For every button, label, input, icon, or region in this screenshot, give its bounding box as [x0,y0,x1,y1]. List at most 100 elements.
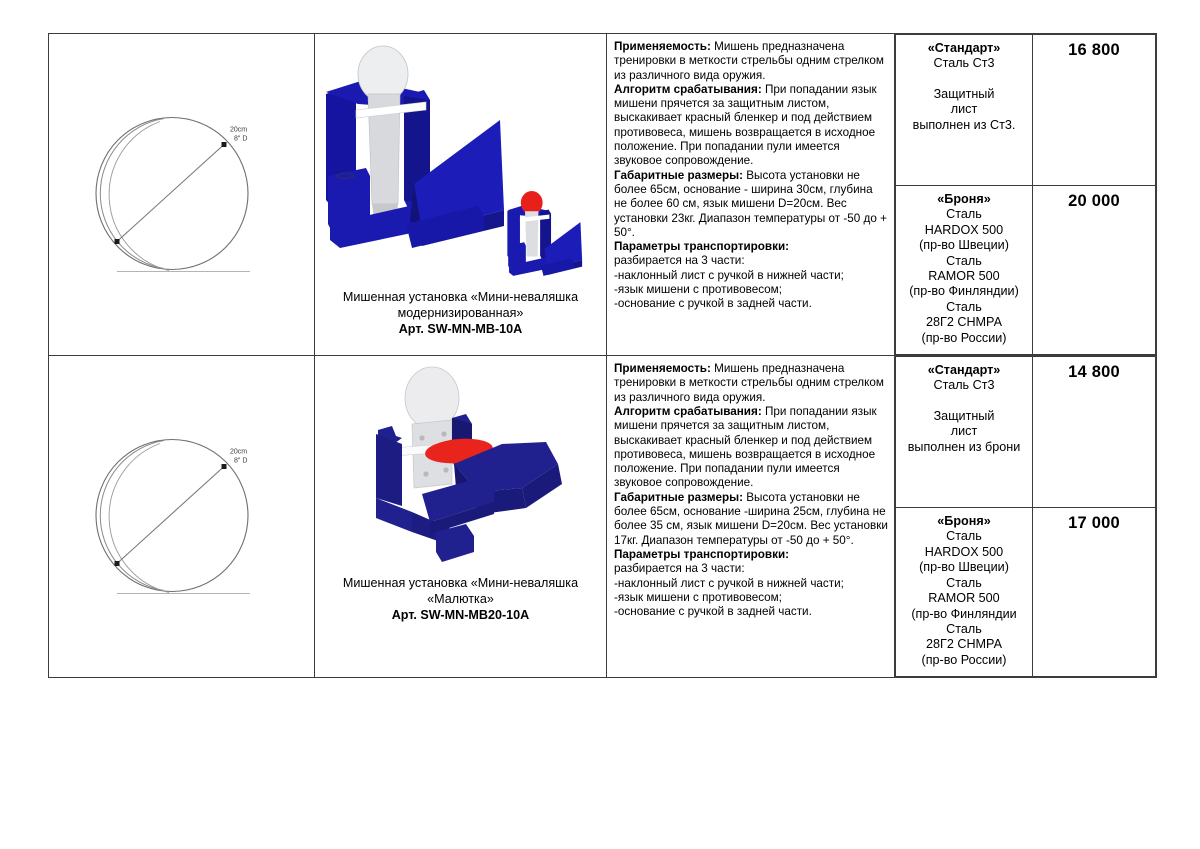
dimensions-label: Габаритные размеры: [614,490,743,504]
algorithm-text: При попадании язык мишени прячется за за… [614,82,877,168]
variant-price: 16 800 [1068,41,1120,59]
caption-article: Арт. SW-MN-MB20-10A [391,608,530,623]
variant-note-line: Защитный [933,86,995,101]
product-render-canvas [315,34,606,286]
spacer [900,72,1028,87]
variant-material: «Стандарт» Сталь Ст3 Защитный лист выпол… [896,35,1032,141]
variant-line: 28Г2 СНМРА [926,637,1002,652]
variant-material: «Броня» Сталь HARDOX 500 (пр-во Швеции) … [896,186,1032,354]
drawing-canvas: 20cm 8" D [49,356,314,676]
applicability-label: Применяемость: [614,362,711,376]
description-cell: Применяемость: Мишень предназначена трен… [606,32,895,357]
variant-line: Сталь [946,299,982,314]
transport-item: -наклонный лист с ручкой в нижней части; [614,576,844,590]
applicability-text: Мишень предназначена тренировки в меткос… [614,40,884,82]
variant-line: HARDOX 500 [924,222,1004,237]
caption-article: Арт. SW-MN-MB-10A [398,322,523,336]
algorithm-paragraph: Алгоритм срабатывания: При попадании язы… [614,83,888,169]
variant-price: 14 800 [1068,363,1120,382]
product-caption: Мишенная установка «Мини-неваляшка «Малю… [315,572,606,634]
transport-item: -основание с ручкой в задней части. [614,605,812,619]
drawing-label-metric: 20cm [230,449,247,456]
applicability-label: Применяемость: [614,40,711,53]
caption-line-1: Мишенная установка «Мини-неваляшка [342,576,579,591]
variant-line: Сталь [946,207,982,222]
variant-line: (пр-во Финляндии [911,606,1017,621]
target-installation-render-icon [325,45,582,276]
variant-material-cell: «Стандарт» Сталь Ст3 Защитный лист выпол… [895,356,1033,509]
variant-line: (пр-во Швеции) [919,560,1009,575]
product-render-cell: Мишенная установка «Мини-неваляшка «Малю… [314,355,607,679]
table-row: 20cm 8" D [48,32,1157,357]
variant-line: Сталь [946,575,982,590]
variant-row-armor: «Броня» Сталь HARDOX 500 (пр-во Швеции) … [895,184,1156,356]
transport-item: -язык мишени с противовесом; [614,590,782,604]
transport-label: Параметры транспортировки: [614,548,888,562]
variant-line: RAMOR 500 [928,269,1000,284]
variants-table: «Стандарт» Сталь Ст3 Защитный лист выпол… [895,34,1156,356]
algorithm-paragraph: Алгоритм срабатывания: При попадании язы… [614,405,888,491]
variant-material: «Броня» Сталь HARDOX 500 (пр-во Швеции) … [896,508,1032,676]
variant-title: «Броня» [937,514,991,529]
target-installation-render-icon [375,366,562,563]
drawing-label-metric: 20cm [230,127,247,134]
variant-note-line: выполнен из Ст3. [912,117,1016,132]
caption-line-2: «Малютка» [427,591,494,606]
applicability-text: Мишень предназначена тренировки в меткос… [614,362,884,404]
transport-item: -наклонный лист с ручкой в нижней части; [614,268,844,282]
algorithm-label: Алгоритм срабатывания: [614,404,762,418]
variant-price-cell: 14 800 [1032,356,1156,509]
dimensions-paragraph: Габаритные размеры: Высота установки не … [614,169,888,240]
caption-line-1: Мишенная установка «Мини-неваляшка [342,290,579,304]
variant-line: (пр-во России) [921,330,1007,345]
variants-cell: «Стандарт» Сталь Ст3 Защитный лист выпол… [894,355,1157,679]
variant-price-cell: 20 000 [1032,184,1156,356]
dimensions-text: Высота установки не более 65см, основани… [614,168,887,239]
variant-line: Сталь [946,529,982,544]
variant-price: 20 000 [1068,192,1120,210]
product-render-canvas [315,356,606,572]
variants-table: «Стандарт» Сталь Ст3 Защитный лист выпол… [895,356,1156,678]
transport-label: Параметры транспортировки: [614,240,888,254]
variant-price-cell: 16 800 [1032,34,1156,186]
transport-label-text: Параметры транспортировки: [614,240,790,254]
product-render-cell: Мишенная установка «Мини-неваляшка модер… [314,32,607,357]
dimensions-paragraph: Габаритные размеры: Высота установки не … [614,491,888,548]
variant-line: (пр-во России) [921,652,1007,667]
variant-line: HARDOX 500 [924,544,1004,559]
dimensions-text: Высота установки не более 65см, основани… [614,490,888,547]
variant-note-line: выполнен из брони [907,439,1021,454]
variant-line: Сталь [946,621,982,636]
drawing-label-imperial: 8" D [234,136,247,143]
variant-line: RAMOR 500 [928,591,1000,606]
product-catalog-table: 20cm 8" D [48,32,1157,679]
table-row: 20cm 8" D [48,355,1157,679]
variant-price: 17 000 [1068,514,1120,533]
variant-material-cell: «Стандарт» Сталь Ст3 Защитный лист выпол… [895,34,1033,186]
variant-material-cell: «Броня» Сталь HARDOX 500 (пр-во Швеции) … [895,184,1033,356]
algorithm-text: При попадании язык мишени прячется за за… [614,404,877,490]
variant-line: Сталь Ст3 [933,56,995,71]
variant-note-line: лист [950,424,978,439]
variant-title: «Броня» [937,192,991,206]
target-plate-diagram-icon: 20cm 8" D [94,116,250,272]
variant-line: (пр-во Финляндии) [909,284,1019,299]
variant-line: Сталь Ст3 [933,378,995,393]
variant-note-line: Защитный [933,408,995,423]
description-text: Применяемость: Мишень предназначена трен… [607,356,894,625]
variant-material-cell: «Броня» Сталь HARDOX 500 (пр-во Швеции) … [895,507,1033,678]
transport-item: -основание с ручкой в задней части. [614,297,812,311]
technical-drawing-cell: 20cm 8" D [48,355,315,679]
variant-price-cell: 17 000 [1032,507,1156,678]
technical-drawing-cell: 20cm 8" D [48,32,315,357]
variant-material: «Стандарт» Сталь Ст3 Защитный лист выпол… [896,357,1032,463]
spacer [900,394,1028,409]
variant-row-standard: «Стандарт» Сталь Ст3 Защитный лист выпол… [895,34,1156,186]
variant-title: «Стандарт» [927,41,1001,55]
variant-row-armor: «Броня» Сталь HARDOX 500 (пр-во Швеции) … [895,507,1156,678]
dimensions-label: Габаритные размеры: [614,168,743,182]
variants-cell: «Стандарт» Сталь Ст3 Защитный лист выпол… [894,32,1157,357]
algorithm-label: Алгоритм срабатывания: [614,82,762,96]
variant-row-standard: «Стандарт» Сталь Ст3 Защитный лист выпол… [895,356,1156,509]
